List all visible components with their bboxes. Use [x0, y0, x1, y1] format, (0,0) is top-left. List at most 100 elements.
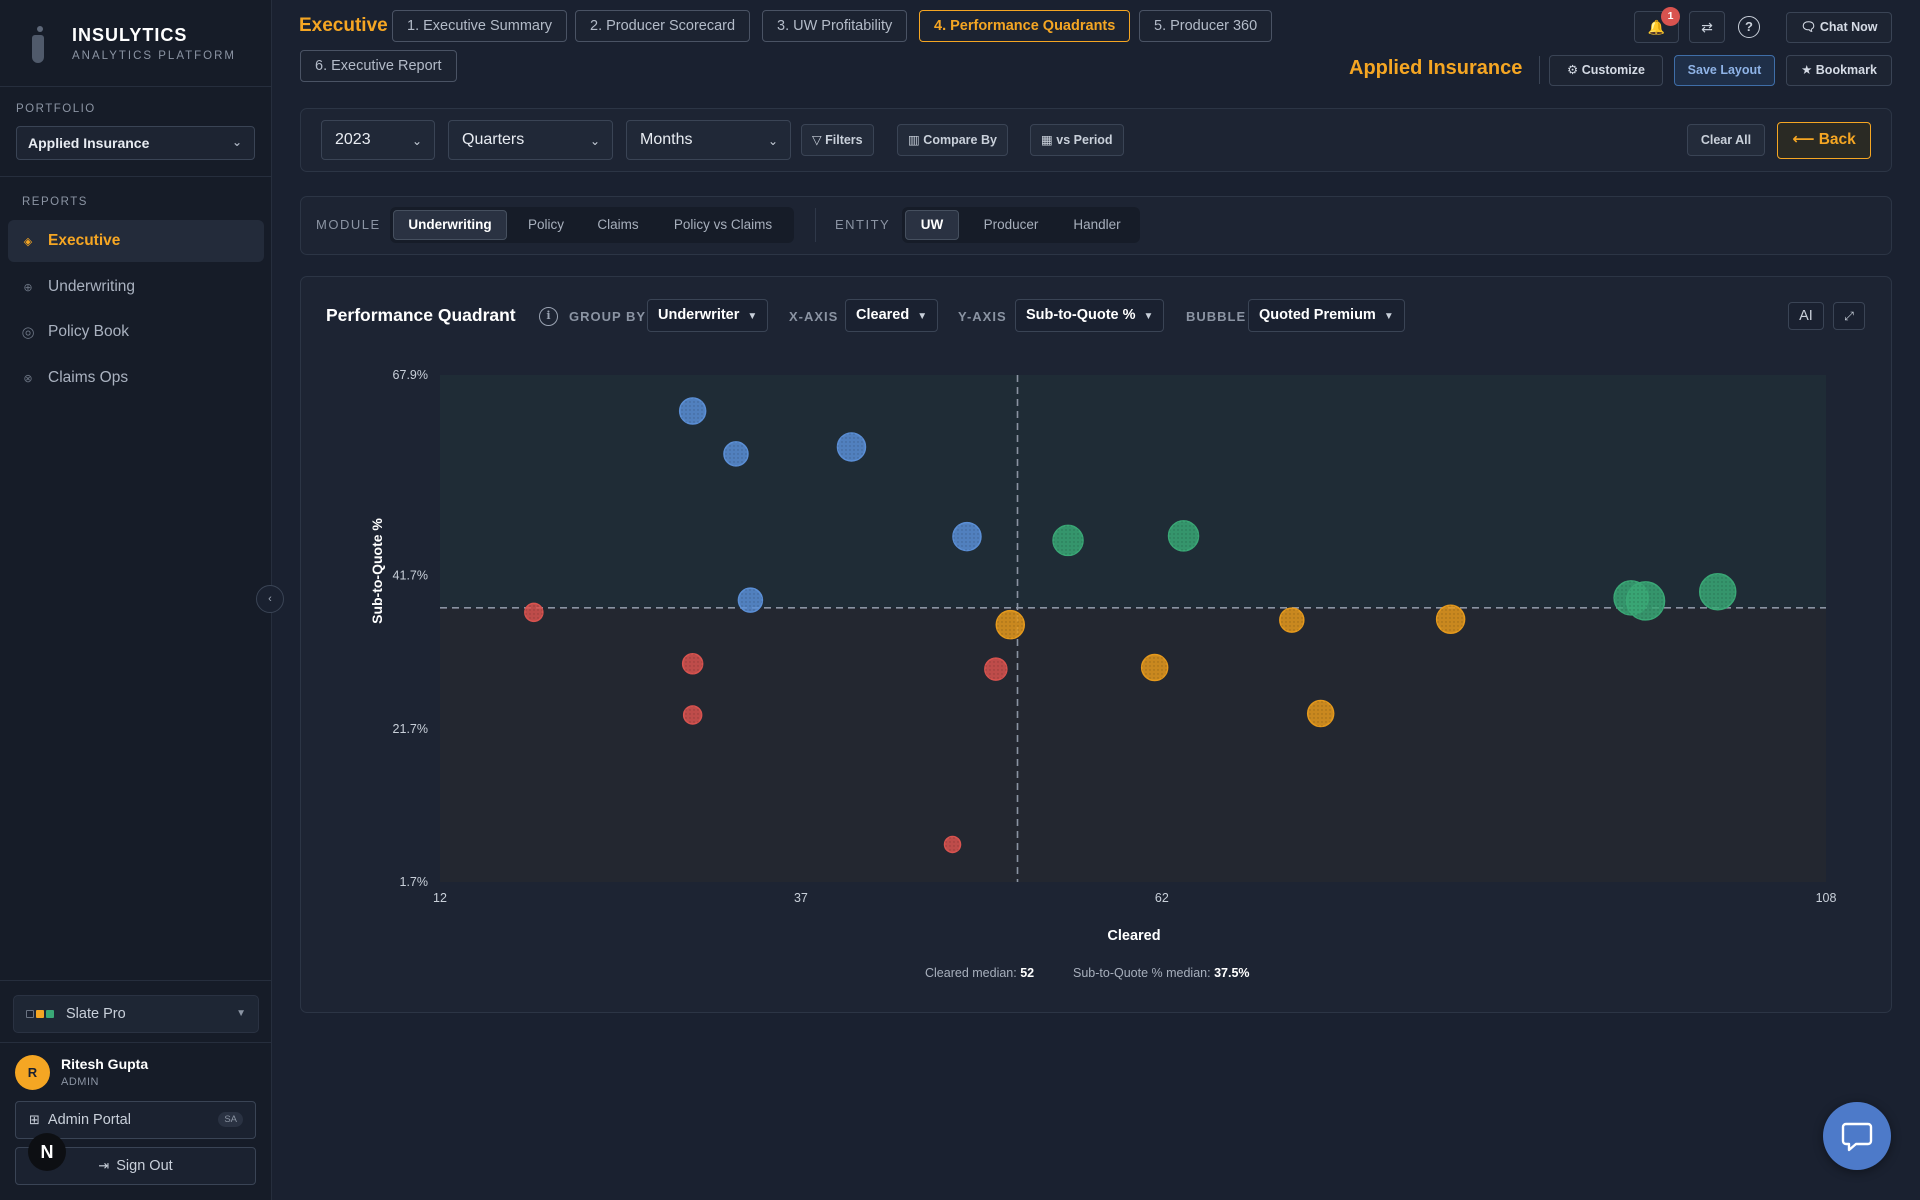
portfolio-value: Applied Insurance	[28, 135, 150, 151]
bubble-texture	[996, 610, 1025, 639]
sidebar-item-claims-ops[interactable]: ⊗ Claims Ops	[8, 357, 264, 399]
bubble-texture	[1699, 573, 1736, 610]
star-icon: ★	[1801, 63, 1813, 77]
quarters-select[interactable]: Quarters ⌄	[448, 120, 613, 160]
customize-button[interactable]: ⚙ Customize	[1549, 55, 1663, 86]
sidebar-item-underwriting[interactable]: ⊕ Underwriting	[8, 266, 264, 308]
sidebar-item-label: Executive	[48, 232, 121, 249]
group-by-select[interactable]: Underwriter ▼	[647, 299, 769, 332]
brand: INSULYTICS ANALYTICS PLATFORM	[30, 22, 236, 64]
brand-name: INSULYTICS	[72, 24, 188, 45]
entity-segmented-control: UW Producer Handler	[902, 207, 1140, 243]
save-layout-button[interactable]: Save Layout	[1674, 55, 1775, 86]
bubble-texture	[1279, 608, 1304, 633]
y-axis-title: Sub-to-Quote %	[369, 518, 385, 624]
sidebar-item-policy-book[interactable]: ◎ Policy Book	[8, 311, 264, 353]
sidebar: INSULYTICS ANALYTICS PLATFORM PORTFOLIO …	[0, 0, 272, 1200]
sidebar-item-label: Claims Ops	[48, 369, 129, 386]
header-divider	[1539, 56, 1540, 84]
portfolio-label: PORTFOLIO	[16, 103, 96, 115]
module-policy-vs-claims[interactable]: Policy vs Claims	[673, 217, 773, 232]
months-select[interactable]: Months ⌄	[626, 120, 791, 160]
compare-by-button[interactable]: ▥ Compare By	[897, 124, 1008, 156]
bubble-label: BUBBLE	[1186, 309, 1247, 324]
role-badge: SA	[218, 1112, 243, 1127]
bubble-texture	[1141, 654, 1168, 681]
bubble-texture	[1626, 581, 1665, 620]
reports-label: REPORTS	[22, 196, 88, 208]
admin-portal-button[interactable]: ⊞ Admin Portal SA	[15, 1101, 256, 1139]
framework-badge[interactable]: N	[28, 1133, 66, 1171]
bookmark-button[interactable]: ★ Bookmark	[1786, 55, 1892, 86]
entity-producer[interactable]: Producer	[983, 217, 1039, 232]
bubble-texture	[1053, 525, 1084, 556]
vs-period-button[interactable]: ▦ vs Period	[1030, 124, 1124, 156]
theme-name: Slate Pro	[66, 1006, 126, 1022]
y-axis-select[interactable]: Sub-to-Quote % ▼	[1015, 299, 1165, 332]
tab-producer-scorecard[interactable]: 2. Producer Scorecard	[575, 10, 751, 42]
entity-handler[interactable]: Handler	[1073, 217, 1121, 232]
help-button[interactable]: ?	[1733, 11, 1765, 43]
y-tick-label: 1.7%	[400, 875, 429, 889]
tab-uw-profitability[interactable]: 3. UW Profitability	[762, 10, 908, 42]
compare-by-label: Compare By	[923, 133, 997, 147]
bubble-texture	[984, 658, 1007, 681]
swap-icon: ⇄	[1701, 19, 1713, 35]
year-value: 2023	[335, 131, 371, 148]
bubble-select[interactable]: Quoted Premium ▼	[1248, 299, 1405, 332]
sidebar-item-label: Underwriting	[48, 278, 136, 295]
chat-now-button[interactable]: 🗨 Chat Now	[1786, 12, 1892, 43]
info-icon[interactable]: i	[539, 307, 558, 326]
chevron-down-icon: ⌄	[231, 135, 242, 149]
tab-producer-360[interactable]: 5. Producer 360	[1139, 10, 1273, 42]
bell-icon: 🔔	[1647, 19, 1666, 35]
x-tick-label: 37	[794, 891, 808, 905]
avatar[interactable]: R	[15, 1055, 50, 1090]
tab-executive-report[interactable]: 6. Executive Report	[300, 50, 457, 82]
ring-icon: ◎	[21, 324, 35, 341]
x-axis-select[interactable]: Cleared ▼	[845, 299, 939, 332]
brand-subtitle: ANALYTICS PLATFORM	[72, 49, 237, 62]
segment-divider	[815, 208, 816, 242]
x-tick-label: 62	[1155, 891, 1169, 905]
bookmark-label: Bookmark	[1815, 63, 1877, 77]
lower-quadrant-region	[440, 607, 1826, 882]
funnel-icon: ▽	[812, 133, 822, 147]
collapse-sidebar-button[interactable]: ‹	[256, 585, 284, 613]
y-tick-label: 41.7%	[393, 569, 428, 583]
chart-title: Performance Quadrant	[326, 305, 516, 325]
calendar-icon: ▦	[1041, 133, 1053, 147]
sidebar-item-label: Policy Book	[48, 323, 129, 340]
module-policy[interactable]: Policy	[527, 217, 564, 232]
tab-performance-quadrants[interactable]: 4. Performance Quadrants	[919, 10, 1131, 42]
bubble-texture	[1436, 605, 1465, 634]
tab-executive-summary[interactable]: 1. Executive Summary	[392, 10, 568, 42]
year-select[interactable]: 2023 ⌄	[321, 120, 435, 160]
switch-button[interactable]: ⇄	[1689, 11, 1725, 43]
chevron-down-icon: ▼	[917, 311, 928, 322]
y-tick-label: 21.7%	[393, 722, 428, 736]
help-icon: ?	[1738, 16, 1760, 38]
clear-all-button[interactable]: Clear All	[1687, 124, 1765, 156]
crosshair-icon: ⊕	[23, 281, 33, 294]
module-underwriting[interactable]: Underwriting	[393, 210, 507, 240]
theme-select[interactable]: Slate Pro ▼	[13, 995, 259, 1033]
logo-icon	[30, 22, 50, 64]
sidebar-item-executive[interactable]: ◈ Executive	[8, 220, 264, 262]
module-claims[interactable]: Claims	[597, 217, 639, 232]
chat-fab-button[interactable]	[1823, 1102, 1891, 1170]
grid-icon: ⊞	[29, 1112, 40, 1127]
sidebar-divider	[0, 176, 272, 177]
bubble-texture	[723, 441, 748, 466]
sign-out-icon: ⇥	[98, 1158, 110, 1173]
ai-button[interactable]: AI	[1788, 302, 1824, 330]
filters-button[interactable]: ▽ Filters	[801, 124, 874, 156]
chat-icon: 🗨	[1800, 20, 1817, 34]
entity-uw[interactable]: UW	[905, 210, 959, 240]
portfolio-select[interactable]: Applied Insurance ⌄	[16, 126, 255, 160]
expand-icon[interactable]: ⤢	[1833, 302, 1865, 330]
entity-label: ENTITY	[835, 217, 891, 232]
back-button[interactable]: ⟵ Back	[1777, 122, 1871, 159]
median-x-label: Cleared median:	[925, 966, 1017, 980]
filters-label: Filters	[825, 133, 863, 147]
